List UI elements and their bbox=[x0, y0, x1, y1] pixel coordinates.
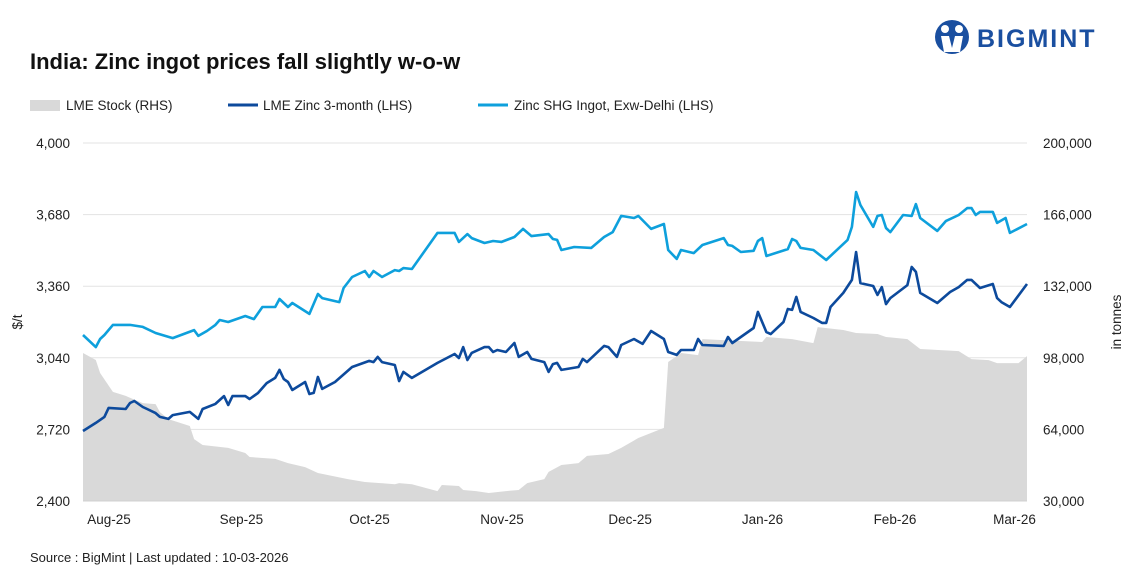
zinc-shg-ingot-line bbox=[82, 190, 1028, 349]
chart-title: India: Zinc ingot prices fall slightly w… bbox=[30, 49, 461, 74]
y-tick-label: 2,720 bbox=[36, 422, 70, 437]
x-tick-label: Nov-25 bbox=[480, 512, 524, 527]
legend-label: Zinc SHG Ingot, Exw-Delhi (LHS) bbox=[514, 98, 714, 113]
legend-label: LME Stock (RHS) bbox=[66, 98, 173, 113]
y2-tick-label: 64,000 bbox=[1043, 422, 1084, 437]
y2-tick-label: 98,000 bbox=[1043, 351, 1084, 366]
y2-axis-label: in tonnes bbox=[1109, 294, 1124, 349]
x-tick-label: Jan-26 bbox=[742, 512, 783, 527]
x-tick-label: Feb-26 bbox=[874, 512, 917, 527]
y-tick-label: 3,680 bbox=[36, 208, 70, 223]
y-axis-label: $/t bbox=[10, 314, 25, 329]
plot-area bbox=[82, 190, 1029, 501]
x-tick-label: Dec-25 bbox=[608, 512, 652, 527]
x-tick-label: Mar-26 bbox=[993, 512, 1036, 527]
y-tick-label: 3,360 bbox=[36, 279, 70, 294]
x-tick-label: Aug-25 bbox=[87, 512, 131, 527]
legend: LME Stock (RHS) LME Zinc 3-month (LHS) Zin… bbox=[30, 98, 714, 113]
y2-tick-label: 132,000 bbox=[1043, 279, 1092, 294]
y-tick-label: 3,040 bbox=[36, 351, 70, 366]
legend-swatch-area bbox=[30, 100, 60, 111]
source-note: Source : BigMint | Last updated : 10-03-… bbox=[30, 550, 288, 565]
lme-zinc-3month-line bbox=[82, 250, 1029, 433]
lme-stock-area bbox=[83, 327, 1027, 501]
x-tick-label: Sep-25 bbox=[220, 512, 264, 527]
y2-tick-label: 166,000 bbox=[1043, 208, 1092, 223]
legend-label: LME Zinc 3-month (LHS) bbox=[263, 98, 412, 113]
bigmint-logo-icon bbox=[935, 20, 969, 54]
logo-text: BIGMINT bbox=[977, 25, 1097, 53]
y-tick-label: 4,000 bbox=[36, 136, 70, 151]
logo: BIGMINT bbox=[935, 20, 1097, 54]
y-tick-label: 2,400 bbox=[36, 494, 70, 509]
y2-tick-label: 200,000 bbox=[1043, 136, 1092, 151]
x-tick-label: Oct-25 bbox=[349, 512, 390, 527]
axes: 4,000 3,680 3,360 3,040 2,720 2,400 200,000 166… bbox=[36, 136, 1092, 527]
y2-tick-label: 30,000 bbox=[1043, 494, 1084, 509]
